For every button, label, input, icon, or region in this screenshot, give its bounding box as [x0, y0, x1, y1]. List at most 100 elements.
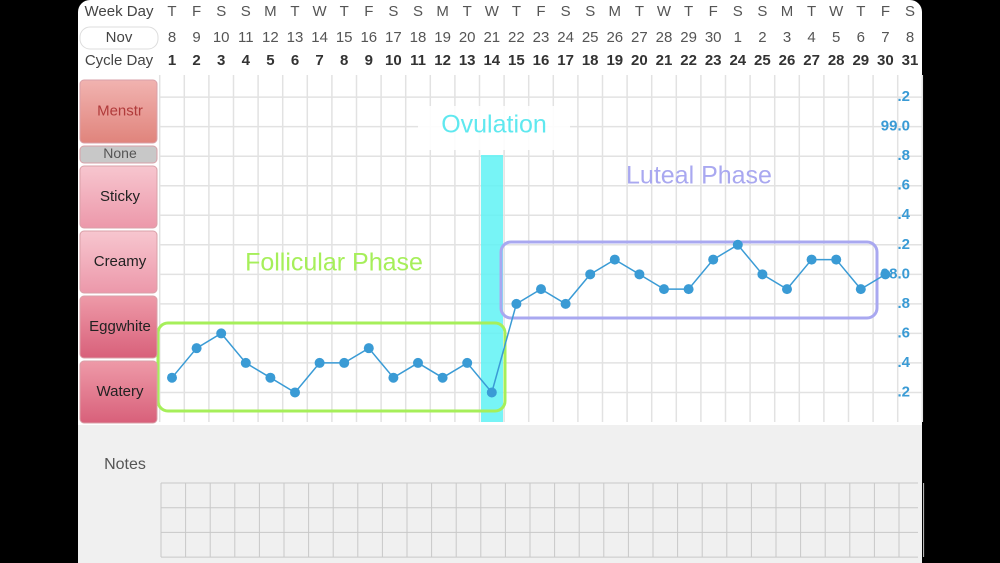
temperature-point — [363, 343, 374, 354]
cycle-day: 28 — [828, 52, 845, 69]
temperature-point — [511, 298, 522, 309]
date: 29 — [680, 29, 697, 46]
cycle-day: 12 — [434, 52, 451, 69]
chart-grid — [158, 75, 924, 422]
month-pill — [79, 26, 159, 50]
y-tick-label: .2 — [897, 383, 910, 400]
cycle-day: 25 — [754, 52, 771, 69]
date: 17 — [385, 29, 402, 46]
week-day: W — [657, 3, 672, 20]
sidebar: Menstr None Sticky Creamy Eggwhite Watery — [79, 79, 158, 424]
cycle-day: 23 — [705, 52, 722, 69]
date: 25 — [582, 29, 599, 46]
temperature-point — [585, 269, 596, 280]
date: 15 — [336, 29, 353, 46]
date: 11 — [238, 29, 254, 46]
week-day: F — [881, 3, 890, 20]
week-day: M — [264, 3, 277, 20]
date: 7 — [881, 29, 889, 46]
week-day: S — [413, 3, 423, 20]
luteal-label: Luteal Phase — [626, 162, 772, 190]
date: 19 — [434, 29, 451, 46]
temperature-point — [536, 284, 546, 295]
y-tick-label: .4 — [897, 354, 910, 371]
mucus-button[interactable] — [79, 230, 158, 294]
date: 24 — [557, 29, 574, 46]
date: 30 — [705, 29, 722, 46]
week-day-label: Week Day — [85, 3, 154, 20]
date: 1 — [734, 29, 742, 46]
week-day: S — [733, 3, 743, 20]
cycle-day-label: Cycle Day — [85, 52, 154, 69]
cycle-day: 9 — [365, 52, 373, 69]
date: 2 — [758, 29, 766, 46]
date: 20 — [459, 29, 476, 46]
temperature-point — [486, 387, 497, 398]
cycle-day: 19 — [606, 52, 623, 69]
temperature-point — [240, 357, 251, 368]
week-day: M — [609, 3, 622, 20]
y-tick-label: .6 — [897, 324, 910, 341]
cycle-day: 29 — [852, 52, 869, 69]
week-day: S — [241, 3, 251, 20]
date: 28 — [656, 29, 673, 46]
cycle-day: 13 — [459, 52, 476, 69]
mucus-button[interactable] — [79, 295, 158, 359]
cycle-day: 15 — [508, 52, 525, 69]
temperature-point — [634, 269, 645, 280]
date: 13 — [287, 29, 304, 46]
temperature-point — [855, 284, 866, 295]
cycle-day: 16 — [533, 52, 550, 69]
cycle-day: 10 — [385, 52, 402, 69]
mucus-button[interactable] — [79, 165, 158, 229]
temperature-point — [732, 239, 743, 250]
date: 18 — [410, 29, 427, 46]
week-day: W — [485, 3, 500, 20]
cycle-day: 17 — [557, 52, 574, 69]
cycle-day: 30 — [877, 52, 894, 69]
week-day: S — [216, 3, 226, 20]
cycle-day: 6 — [291, 52, 299, 69]
temperature-point — [806, 254, 817, 265]
date: 16 — [360, 29, 377, 46]
date: 22 — [508, 29, 525, 46]
mucus-button[interactable] — [79, 145, 158, 164]
date: 12 — [262, 29, 279, 46]
week-day: T — [856, 3, 865, 20]
date: 27 — [631, 29, 648, 46]
temperature-point — [880, 269, 891, 280]
cycle-day: 2 — [192, 52, 200, 69]
temperature-point — [314, 357, 325, 368]
mucus-label: Watery — [97, 383, 144, 400]
cycle-day: 4 — [242, 52, 251, 69]
mucus-button[interactable] — [79, 79, 158, 144]
mucus-label: Sticky — [100, 188, 141, 205]
cycle-day: 27 — [803, 52, 820, 69]
cycle-day: 21 — [656, 52, 673, 69]
temperature-point — [413, 357, 423, 368]
temperature-point — [462, 357, 473, 368]
notes-label: Notes — [104, 456, 146, 473]
y-tick-label: .2 — [897, 236, 910, 253]
mucus-button[interactable] — [79, 360, 158, 424]
temperature-point — [437, 372, 448, 383]
cycle-day: 22 — [680, 52, 697, 69]
week-day: M — [781, 3, 794, 20]
cycle-day: 1 — [168, 52, 176, 69]
cycle-day: 14 — [483, 52, 500, 69]
week-day: S — [757, 3, 767, 20]
date: 3 — [783, 29, 791, 46]
y-tick-label: 98.0 — [881, 265, 910, 282]
temperature-point — [560, 298, 571, 309]
cycle-day: 20 — [631, 52, 648, 69]
cycle-day: 5 — [266, 52, 274, 69]
week-day: F — [536, 3, 545, 20]
temperature-point — [388, 372, 399, 383]
month-label: Nov — [106, 29, 133, 46]
y-tick-label: .4 — [897, 206, 910, 223]
week-day: T — [290, 3, 299, 20]
week-day: T — [635, 3, 644, 20]
week-day: T — [512, 3, 521, 20]
y-tick-label: 99.0 — [881, 118, 910, 135]
